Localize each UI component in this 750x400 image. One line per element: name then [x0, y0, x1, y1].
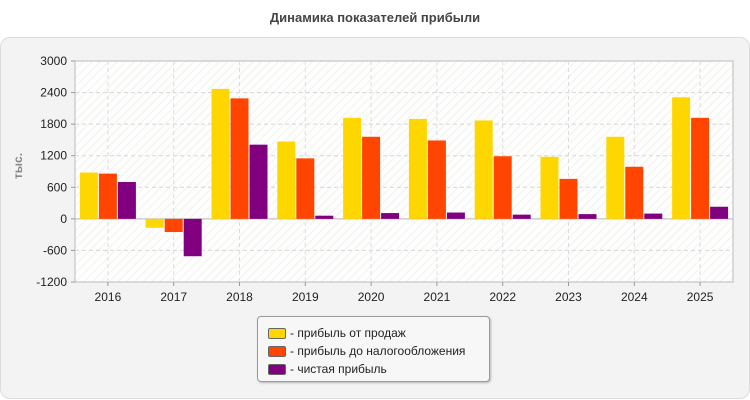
legend-item-sales-profit: - прибыль от продаж: [268, 324, 489, 342]
x-tick-label: 2020: [358, 290, 385, 304]
bar-2022-series-2: [493, 156, 512, 219]
x-tick-label: 2021: [424, 290, 451, 304]
axes: 3000 2400 1800 1200 600 0 -600 -1200 2016 2017 201…: [36, 54, 713, 304]
bar-2020-series-1: [343, 117, 362, 219]
bar-2021-series-3: [446, 212, 465, 219]
bar-2016-series-1: [79, 172, 98, 219]
chart-legend: - прибыль от продаж - прибыль до налогоо…: [257, 316, 490, 382]
bar-2020-series-3: [381, 213, 400, 219]
bar-2025-series-2: [691, 117, 710, 219]
bar-2018-series-3: [249, 144, 268, 219]
bar-2019-series-2: [296, 158, 315, 219]
bar-2024-series-3: [644, 213, 663, 219]
y-tick-label: -1200: [36, 275, 67, 289]
x-tick-label: 2018: [226, 290, 253, 304]
bar-2016-series-3: [117, 182, 136, 219]
x-tick-label: 2016: [95, 290, 122, 304]
bar-2019-series-3: [315, 215, 334, 219]
y-tick-label: 3000: [40, 54, 67, 68]
bar-2022-series-3: [512, 214, 531, 219]
x-tick-label: 2024: [621, 290, 648, 304]
bar-2021-series-2: [427, 140, 446, 219]
y-axis-label: тыс.: [11, 153, 25, 179]
legend-label-pretax-profit: - прибыль до налогообложения: [290, 344, 466, 358]
chart-title: Динамика показателей прибыли: [269, 10, 481, 25]
x-tick-label: 2025: [687, 290, 714, 304]
legend-item-pretax-profit: - прибыль до налогообложения: [268, 342, 489, 360]
bar-2023-series-3: [578, 214, 597, 219]
bar-2023-series-1: [540, 156, 559, 219]
bar-2025-series-3: [710, 206, 729, 219]
bar-2021-series-1: [408, 118, 427, 219]
x-tick-label: 2019: [292, 290, 319, 304]
legend-swatch-net-profit: [268, 363, 286, 375]
bar-2018-series-1: [211, 88, 230, 219]
legend-swatch-sales-profit: [268, 327, 286, 339]
bar-2024-series-2: [625, 166, 644, 219]
y-tick-label: 600: [47, 180, 67, 194]
bar-2025-series-1: [672, 97, 691, 219]
legend-item-net-profit: - чистая прибыль: [268, 360, 489, 378]
legend-label-net-profit: - чистая прибыль: [290, 362, 387, 376]
bar-2019-series-1: [277, 141, 296, 219]
bar-2018-series-2: [230, 98, 249, 219]
bar-2023-series-2: [559, 178, 578, 219]
legend-swatch-pretax-profit: [268, 345, 286, 357]
bar-2020-series-2: [362, 136, 381, 219]
bar-2016-series-2: [98, 173, 117, 219]
bars: [79, 88, 729, 257]
bar-2017-series-3: [183, 218, 202, 257]
bar-2017-series-1: [145, 218, 164, 228]
y-tick-label: -600: [43, 243, 67, 257]
bar-2024-series-1: [606, 136, 625, 219]
bar-2017-series-2: [164, 218, 183, 233]
y-tick-label: 1200: [40, 149, 67, 163]
x-tick-label: 2017: [160, 290, 187, 304]
y-tick-label: 1800: [40, 117, 67, 131]
y-tick-label: 0: [60, 212, 67, 226]
y-tick-label: 2400: [40, 86, 67, 100]
x-tick-label: 2023: [555, 290, 582, 304]
bar-2022-series-1: [474, 120, 493, 219]
legend-label-sales-profit: - прибыль от продаж: [290, 326, 406, 340]
x-tick-label: 2022: [489, 290, 516, 304]
